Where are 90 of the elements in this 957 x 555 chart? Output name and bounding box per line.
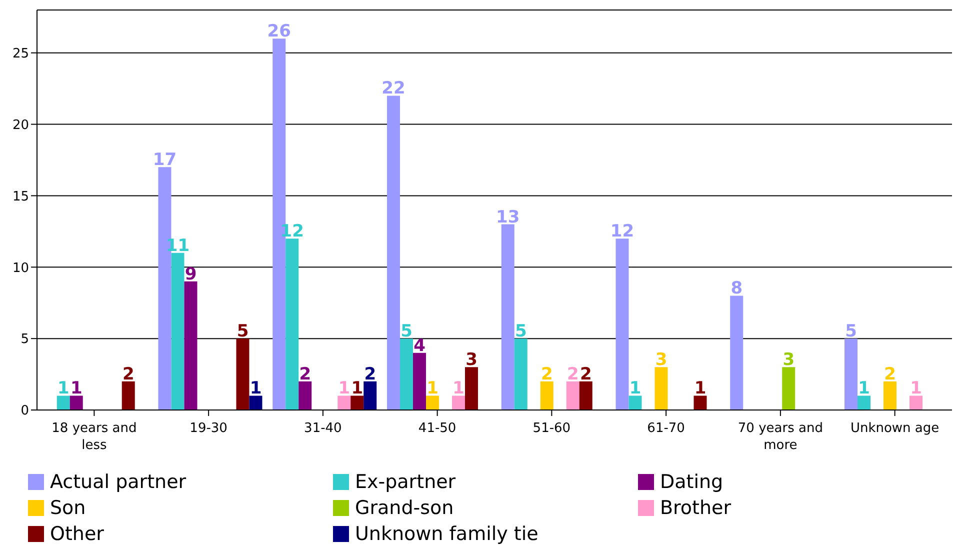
- bar: [857, 396, 870, 410]
- x-tick-label: 31-40: [304, 421, 342, 436]
- legend-label: Actual partner: [50, 470, 186, 494]
- data-label: 1: [351, 378, 364, 399]
- data-label: 17: [152, 150, 177, 170]
- bar: [70, 396, 83, 410]
- data-label: 1: [57, 378, 70, 399]
- y-tick-label: 0: [20, 404, 29, 419]
- data-label: 1: [694, 378, 706, 399]
- data-label: 5: [514, 322, 527, 342]
- bar: [909, 396, 922, 410]
- legend-label: Dating: [660, 470, 724, 494]
- data-label: 26: [267, 22, 291, 42]
- legend-label: Brother: [660, 496, 732, 520]
- bar: [249, 396, 262, 410]
- data-label: 2: [580, 364, 592, 384]
- y-tick-label: 15: [12, 189, 29, 204]
- bar: [730, 296, 744, 410]
- legend-label: Ex-partner: [355, 470, 456, 494]
- data-label: 5: [400, 322, 412, 342]
- data-label: 1: [338, 378, 350, 399]
- bar: [56, 396, 70, 410]
- data-label: 2: [122, 364, 134, 384]
- data-label: 11: [166, 236, 190, 256]
- data-label: 1: [910, 378, 922, 399]
- bar: [412, 352, 426, 410]
- legend-label: Unknown family tie: [355, 522, 538, 546]
- data-label: 9: [184, 264, 197, 284]
- y-tick-label: 20: [12, 118, 29, 133]
- x-tick-label: Unknown age: [850, 421, 940, 436]
- y-tick-label: 10: [12, 260, 29, 276]
- legend-label: Other: [50, 522, 104, 546]
- bar: [579, 381, 592, 410]
- bar: [883, 381, 896, 410]
- data-label: 3: [466, 350, 478, 370]
- bar: [566, 381, 580, 410]
- data-label: 5: [236, 322, 249, 342]
- data-label: 5: [845, 322, 857, 342]
- data-label: 4: [414, 336, 426, 356]
- data-label: 1: [70, 378, 82, 399]
- bar: [514, 338, 528, 410]
- bar: [350, 396, 364, 410]
- bar: [452, 396, 465, 410]
- data-label: 1: [858, 378, 870, 399]
- bar: [236, 338, 250, 410]
- data-label: 2: [299, 364, 312, 384]
- data-label: 3: [782, 350, 795, 370]
- data-label: 13: [496, 207, 520, 228]
- data-label: 2: [540, 364, 553, 384]
- bar: [364, 381, 377, 410]
- data-label: 1: [426, 378, 438, 399]
- data-label: 12: [280, 222, 304, 242]
- data-label: 1: [629, 378, 642, 399]
- bar: [386, 96, 400, 410]
- data-label: 8: [730, 278, 743, 299]
- data-label: 1: [250, 378, 262, 399]
- y-tick-label: 5: [20, 332, 29, 348]
- bar: [844, 338, 858, 410]
- legend-label: Grand-son: [355, 496, 454, 520]
- data-label: 22: [382, 78, 406, 99]
- bar: [184, 281, 198, 410]
- x-tick-label: 18 years and less: [52, 421, 137, 453]
- x-tick-label: 51-60: [532, 421, 571, 436]
- bar: [171, 252, 184, 410]
- bar: [616, 238, 629, 410]
- data-label: 3: [655, 350, 668, 370]
- x-tick-label: 61-70: [647, 421, 685, 436]
- bar: [298, 381, 312, 410]
- data-label: 12: [610, 222, 634, 242]
- x-tick-label: 19-30: [190, 421, 228, 436]
- bar: [464, 367, 478, 410]
- bar: [426, 396, 439, 410]
- bar: [501, 224, 514, 410]
- data-label: 2: [364, 364, 376, 384]
- y-tick-label: 25: [12, 46, 29, 62]
- bar: [782, 367, 796, 410]
- bar: [654, 367, 668, 410]
- data-label: 2: [884, 364, 896, 384]
- x-tick-label: 70 years and more: [738, 421, 823, 453]
- bar: [338, 396, 351, 410]
- x-tick-label: 41-50: [418, 421, 456, 436]
- bar: [540, 381, 554, 410]
- bar: [286, 238, 299, 410]
- bar: [122, 381, 135, 410]
- data-label: 1: [452, 378, 464, 399]
- bar: [400, 338, 413, 410]
- legend-label: Son: [50, 496, 86, 520]
- bar: [628, 396, 642, 410]
- data-label: 2: [566, 364, 579, 384]
- bar: [694, 396, 707, 410]
